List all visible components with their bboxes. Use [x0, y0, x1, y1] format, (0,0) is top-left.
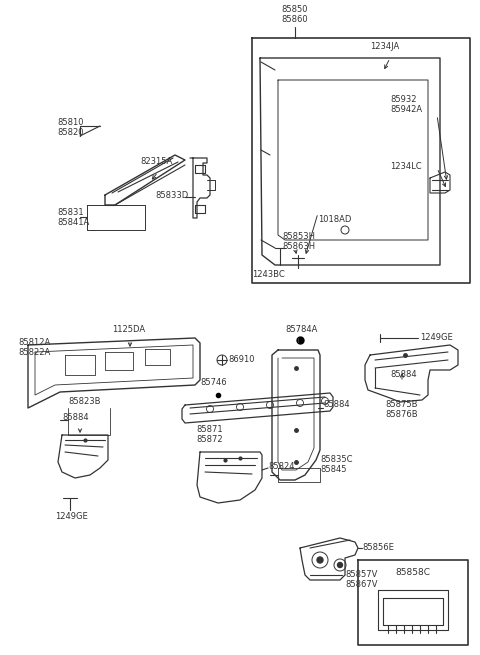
Text: 85875B: 85875B: [385, 400, 418, 409]
Text: 85856E: 85856E: [362, 543, 394, 552]
Text: 85833D: 85833D: [155, 191, 188, 200]
Text: 85871: 85871: [196, 425, 223, 434]
Text: 85932: 85932: [390, 95, 417, 104]
Text: 1125DA: 1125DA: [112, 325, 145, 334]
Text: 85784A: 85784A: [285, 325, 317, 334]
Text: 85858C: 85858C: [396, 568, 431, 577]
Text: 82315A: 82315A: [140, 157, 172, 166]
Text: 85876B: 85876B: [385, 410, 418, 419]
Text: 85853H: 85853H: [282, 232, 315, 241]
Text: 85810: 85810: [57, 118, 84, 127]
Text: 85884: 85884: [323, 400, 349, 409]
Text: 85823B: 85823B: [68, 397, 100, 406]
Text: 85820: 85820: [57, 128, 84, 137]
Text: 85835C: 85835C: [320, 455, 352, 464]
Text: 1249GE: 1249GE: [420, 333, 453, 342]
Text: 85884: 85884: [62, 413, 89, 422]
Text: 85872: 85872: [196, 435, 223, 444]
Text: 85860: 85860: [282, 15, 308, 24]
Text: 1018AD: 1018AD: [318, 215, 351, 224]
Text: 85824: 85824: [268, 462, 295, 471]
Text: 1243BC: 1243BC: [252, 270, 285, 279]
Text: 85850: 85850: [282, 5, 308, 14]
Text: 86910: 86910: [228, 355, 254, 364]
Text: 85942A: 85942A: [390, 105, 422, 114]
Text: 85822A: 85822A: [18, 348, 50, 357]
Text: 85845: 85845: [320, 465, 347, 474]
Text: 85746: 85746: [200, 378, 227, 387]
Text: 1249GE: 1249GE: [55, 512, 88, 521]
Circle shape: [317, 557, 323, 563]
Text: 85841A: 85841A: [57, 218, 89, 227]
Text: 85812A: 85812A: [18, 338, 50, 347]
Text: 1234LC: 1234LC: [390, 162, 421, 171]
Text: 1234JA: 1234JA: [370, 42, 399, 51]
Text: 85867V: 85867V: [345, 580, 377, 589]
Text: 85884: 85884: [390, 370, 417, 379]
Text: 85831: 85831: [57, 208, 84, 217]
Circle shape: [337, 563, 343, 567]
Text: 85863H: 85863H: [282, 242, 315, 251]
Text: 85857V: 85857V: [345, 570, 377, 579]
